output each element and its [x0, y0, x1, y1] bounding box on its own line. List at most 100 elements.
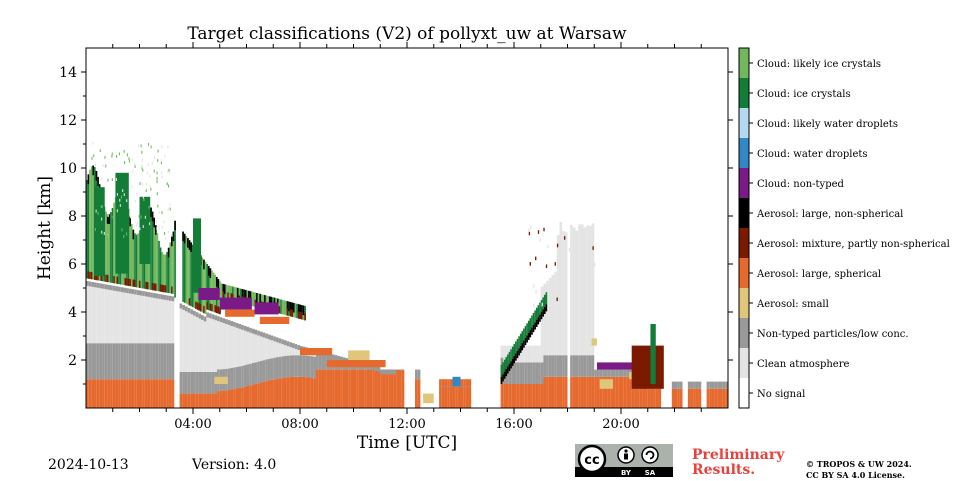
upper-speck: [578, 251, 581, 256]
upper-speck: [558, 308, 560, 312]
class-cell: [390, 369, 394, 375]
class-cell: [546, 376, 549, 408]
class-cell: [104, 284, 108, 344]
class-cell: [572, 227, 576, 252]
class-cell: [372, 365, 375, 371]
aerosol-mixture-cell: [126, 278, 128, 286]
class-cell: [444, 386, 448, 387]
class-cell: [588, 355, 592, 377]
cirrus-speck: [141, 182, 143, 186]
class-cell: [126, 288, 129, 344]
class-cell: [457, 379, 461, 408]
ice-crystal-streak: [193, 218, 202, 293]
class-cell: [332, 354, 335, 360]
class-cell: [596, 369, 600, 377]
class-cell: [439, 386, 442, 387]
cirrus-speck: [160, 171, 162, 175]
x-tick-label: 16:00: [495, 417, 532, 432]
class-cell: [107, 343, 111, 380]
class-cell: [308, 355, 311, 378]
class-cell: [267, 334, 271, 359]
class-cell: [136, 290, 140, 295]
class-cell: [168, 343, 172, 380]
class-cell: [94, 282, 97, 288]
cirrus-speck: [160, 161, 162, 165]
class-cell: [182, 305, 185, 372]
aerosol-mixture-cell: [206, 302, 208, 310]
class-cell: [238, 387, 242, 408]
class-cell: [139, 290, 143, 344]
preliminary-results-note: Preliminary Results.: [692, 448, 784, 478]
class-cell: [308, 377, 311, 408]
class-cell: [551, 275, 555, 356]
upper-speck: [533, 284, 535, 288]
cirrus-speck: [158, 210, 160, 214]
class-cell: [96, 282, 100, 344]
class-cell: [300, 376, 303, 408]
class-cell: [572, 252, 576, 356]
class-cell: [645, 376, 648, 408]
class-cell: [230, 389, 234, 408]
aerosol-mixture-cell: [278, 306, 281, 314]
class-cell: [390, 369, 394, 408]
class-cell: [160, 343, 164, 380]
class-cell: [396, 369, 399, 408]
class-cell: [131, 343, 135, 380]
class-cell: [658, 388, 662, 408]
cc-license-badge[interactable]: cc BY SA: [575, 444, 673, 477]
colorbar-segment: [739, 378, 749, 408]
aerosol-black-cell: [167, 247, 170, 258]
cirrus-speck: [164, 154, 166, 158]
class-cell: [631, 376, 635, 408]
class-cell: [190, 309, 193, 372]
cirrus-speck: [102, 164, 104, 168]
class-cell: [508, 384, 512, 408]
class-cell: [719, 381, 723, 389]
cirrus-speck: [148, 142, 150, 146]
y-tick-label: 6: [68, 257, 77, 273]
ice-cloud-cell: [230, 286, 233, 301]
class-cell: [332, 369, 335, 408]
class-cell: [465, 386, 469, 387]
class-cell: [193, 310, 196, 372]
aerosol-black-cell: [264, 295, 266, 305]
class-cell: [123, 343, 127, 380]
water-cloud-edge: [543, 294, 546, 307]
class-cell: [302, 377, 306, 408]
class-cell: [230, 367, 234, 390]
class-cell: [120, 287, 124, 293]
class-cell: [687, 381, 691, 389]
class-cell: [294, 344, 298, 349]
legend-label: Aerosol: large, non-spherical: [756, 209, 903, 220]
class-cell: [318, 369, 322, 408]
class-cell: [107, 379, 111, 408]
aerosol-black-cell: [519, 345, 522, 353]
class-cell: [591, 231, 595, 356]
class-cell: [396, 369, 399, 371]
x-tick-label: 08:00: [281, 417, 318, 432]
class-cell: [575, 355, 579, 377]
ice-cloud-cell: [304, 305, 306, 321]
class-cell: [283, 340, 287, 356]
legend-label: Cloud: likely water droplets: [757, 119, 898, 130]
cirrus-speck: [145, 189, 147, 193]
class-cell: [607, 369, 611, 377]
ice-cloud-cell: [233, 286, 236, 302]
aerosol-black-cell: [224, 284, 226, 294]
aerosol-mixture-cell: [188, 298, 191, 306]
ice-cloud-cell: [252, 292, 255, 307]
class-cell: [530, 384, 533, 408]
class-cell: [104, 343, 108, 380]
class-cell: [709, 381, 712, 389]
class-cell: [147, 379, 151, 408]
y-tick-label: 4: [68, 305, 77, 321]
class-cell: [235, 323, 239, 367]
class-cell: [193, 393, 196, 408]
class-cell: [262, 381, 266, 408]
class-cell: [273, 336, 276, 358]
aerosol-mixture-cell: [164, 285, 167, 293]
class-cell: [115, 379, 119, 408]
class-cell: [86, 379, 89, 408]
class-cell: [243, 325, 247, 331]
class-cell: [460, 379, 464, 408]
